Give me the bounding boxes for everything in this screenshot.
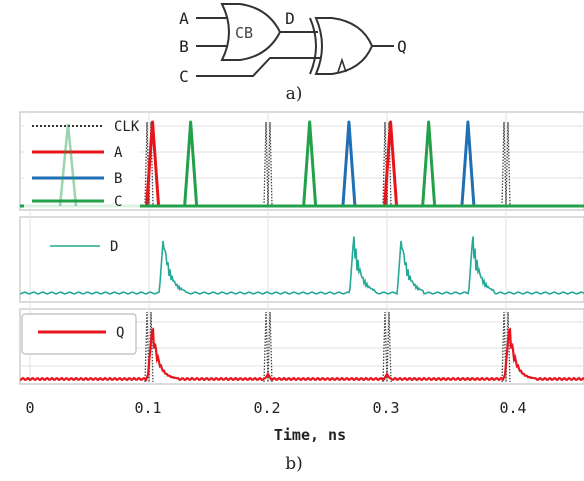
trace-d [19, 236, 584, 295]
legend-c-label: C [114, 194, 122, 210]
input-b-label: B [179, 37, 189, 56]
legend-d-label: D [110, 239, 118, 255]
panel-inputs-frame [19, 111, 584, 211]
a-pulse-1 [383, 120, 399, 207]
d-waveform [19, 236, 584, 295]
c-pulse-0 [183, 120, 199, 207]
node-d-label: D [285, 9, 295, 28]
legend-a-label: A [114, 145, 123, 161]
x-tick-0: 0 [25, 399, 34, 417]
trace-b [341, 120, 476, 207]
x-axis-ticks: 0 0.1 0.2 0.3 0.4 [25, 399, 526, 417]
panel-q-frame [19, 308, 584, 385]
panel-frames [19, 111, 584, 385]
gate1-label: CB [235, 24, 253, 42]
x-axis-label: Time, ns [274, 426, 346, 444]
circuit-diagram [196, 3, 394, 77]
xor-gate [314, 17, 374, 75]
c-pulse-2 [421, 120, 437, 207]
legend-clk-label: CLK [114, 119, 140, 135]
caption-b: b) [285, 454, 303, 474]
legend-q-label: Q [116, 325, 124, 341]
input-a-label: A [179, 9, 189, 28]
x-tick-4: 0.4 [499, 399, 526, 417]
c-pulse-1 [302, 120, 318, 207]
x-tick-3: 0.3 [372, 399, 399, 417]
xor-gate-mark [337, 57, 347, 73]
xor-gate-back-curve [309, 17, 317, 75]
input-c-label: C [179, 67, 189, 86]
trace-q [20, 327, 584, 382]
panel-d-frame [19, 216, 584, 303]
legend-b-label: B [114, 171, 122, 187]
x-tick-2: 0.2 [253, 399, 280, 417]
or-gate-cb [220, 3, 282, 61]
legend-q: Q [21, 313, 137, 355]
a-pulse-0 [145, 120, 161, 207]
caption-a: a) [286, 84, 303, 104]
b-pulse-1 [460, 120, 476, 207]
b-pulse-0 [341, 120, 357, 207]
x-tick-1: 0.1 [134, 399, 161, 417]
wire-c [196, 57, 322, 77]
legend-inputs: CLK A B C [24, 114, 140, 210]
legend-c-ghost-pulse [58, 123, 78, 207]
trace-clk-inputs [144, 121, 511, 207]
output-q-label: Q [397, 37, 407, 56]
legend-d: D [50, 239, 118, 255]
q-waveform [20, 327, 584, 382]
trace-a [145, 120, 399, 207]
